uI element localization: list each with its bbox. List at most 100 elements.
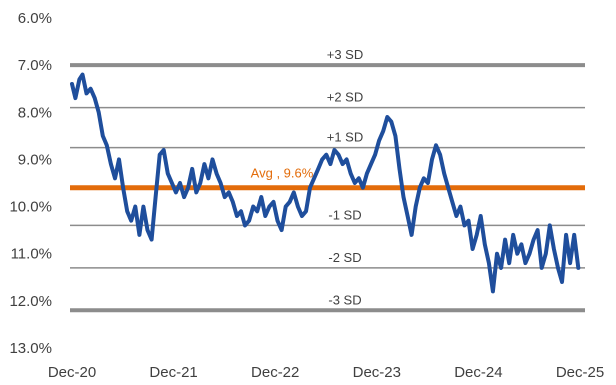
series-point [272,200,275,203]
series-point [130,219,133,222]
series-point [325,153,328,156]
series-point [243,224,246,227]
series-point [329,163,332,166]
series-point [386,115,389,118]
series-point [304,210,307,213]
series-point [223,196,226,199]
series-point [369,163,372,166]
series-point [296,205,299,208]
series-point [170,181,173,184]
x-tick-label: Dec-25 [556,364,604,381]
series-point [239,210,242,213]
series-point [101,134,104,137]
series-point [308,186,311,189]
series-point [426,181,429,184]
y-tick-label: 13.0% [9,340,52,357]
series-point [248,219,251,222]
series-point [394,134,397,137]
x-tick-label: Dec-22 [251,364,299,381]
series-point [126,210,129,213]
series-point [422,177,425,180]
series-point [117,158,120,161]
series-point [219,181,222,184]
series-point [113,177,116,180]
series-point [174,191,177,194]
series-point [142,205,145,208]
series-point [195,191,198,194]
series-point [109,163,112,166]
series-point [252,205,255,208]
series-point [532,238,535,241]
series-point [374,153,377,156]
series-point [264,214,267,217]
average-label: Avg , 9.6% [251,166,314,181]
series-point [483,243,486,246]
series-point [345,158,348,161]
series-point [463,224,466,227]
series-point [313,177,316,180]
series-point [138,233,141,236]
series-point [256,210,259,213]
y-tick-label: 8.0% [18,104,52,121]
sd-label-plus1sd: +1 SD [327,130,364,145]
series-point [516,252,519,255]
series-point [357,177,360,180]
sd-label-minus2sd: -2 SD [328,250,361,265]
series-point [97,111,100,114]
series-point [353,181,356,184]
y-tick-label: 6.0% [18,10,52,27]
series-point [74,97,77,100]
series-point [540,266,543,269]
series-point [455,214,458,217]
series-point [199,181,202,184]
series-point [215,172,218,175]
series-point [577,266,580,269]
series-point [552,247,555,250]
series-point [146,229,149,232]
series-point [280,229,283,232]
series-point [504,238,507,241]
series-point [487,262,490,265]
series-point [268,205,271,208]
series-point [512,233,515,236]
series-point [183,196,186,199]
series-point [528,252,531,255]
series-point [337,153,340,156]
x-tick-label: Dec-20 [48,364,96,381]
series-point [524,262,527,265]
series-point [85,92,88,95]
series-point [154,196,157,199]
series-point [284,205,287,208]
y-axis-ticks: 6.0% 7.0% 8.0% 9.0% 10.0% 11.0% 12.0% 13.0% [9,10,52,357]
series-point [288,200,291,203]
series-point [443,172,446,175]
sd-label-plus2sd: +2 SD [327,90,364,105]
series-point [548,224,551,227]
series-point [162,148,165,151]
series-point [317,167,320,170]
y-tick-label: 10.0% [9,199,52,216]
series-point [321,158,324,161]
series-point [451,200,454,203]
series-point [459,205,462,208]
series-point [231,200,234,203]
series-point [402,196,405,199]
series-point [565,233,568,236]
series-point [406,214,409,217]
series-point [508,262,511,265]
series-point [276,219,279,222]
series-point [150,238,153,241]
series-point [187,186,190,189]
series-point [81,73,84,76]
series-point [536,229,539,232]
series-point [390,120,393,123]
series-point [70,82,73,85]
x-tick-label: Dec-23 [353,364,401,381]
series-point [105,144,108,147]
series-point [292,191,295,194]
series-point [203,163,206,166]
series-point [227,191,230,194]
series-point [495,252,498,255]
